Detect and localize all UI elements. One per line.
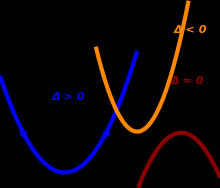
Text: Δ < 0: Δ < 0 [173, 25, 207, 35]
Text: Δ > 0: Δ > 0 [52, 92, 85, 102]
Text: Δ = 0: Δ = 0 [171, 76, 204, 86]
